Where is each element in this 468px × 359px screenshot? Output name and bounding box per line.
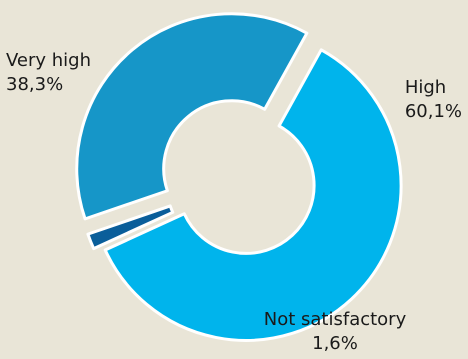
value-label-high: 60,1% (404, 101, 462, 122)
slice-label-very-high: Very high 38,3% (6, 49, 91, 97)
category-label-high: High (404, 77, 447, 98)
slice-label-not-satisfactory: Not satisfactory 1,6% (235, 308, 435, 356)
category-label-very-high: Very high (6, 50, 92, 71)
slice-label-high: High 60,1% (405, 76, 462, 124)
value-label-very-high: 38,3% (6, 74, 64, 95)
slice-high (103, 48, 403, 342)
value-label-not-satisfactory: 1,6% (312, 333, 358, 354)
category-label-not-satisfactory: Not satisfactory (263, 309, 407, 330)
slice-very-high (75, 12, 309, 221)
slice-not-satisfactory (86, 204, 175, 251)
